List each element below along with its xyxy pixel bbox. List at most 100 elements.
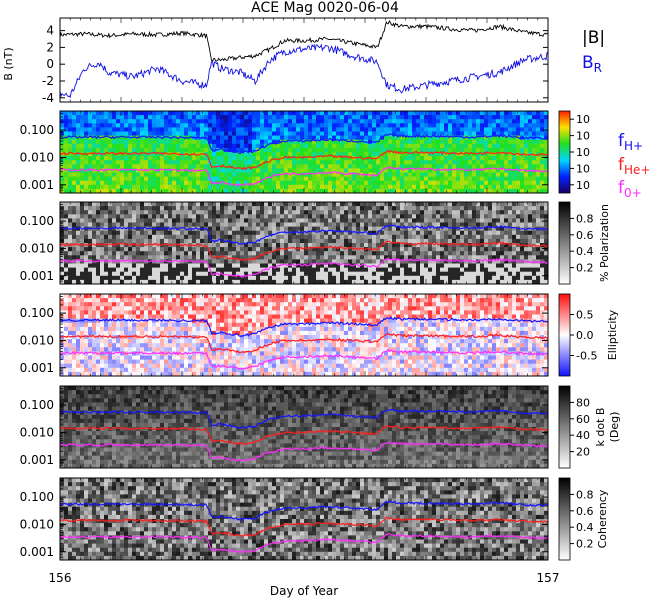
spectrogram-cell [480,180,485,186]
spectrogram-cell [344,135,349,141]
spectrogram-cell [544,238,549,244]
spectrogram-cell [404,251,409,256]
spectrogram-cell [484,160,489,165]
spectrogram-cell [400,188,405,194]
spectrogram-cell [268,127,273,132]
spectrogram-cell [232,247,237,252]
spectrogram-cell [248,131,253,136]
spectrogram-cell [292,115,297,120]
spectrogram-cell [228,263,233,268]
spectrogram-cell [220,247,225,252]
spectrogram-cell [456,147,461,153]
spectrogram-cell [328,188,333,194]
spectrogram-cell [332,172,337,177]
spectrogram-cell [172,279,177,285]
spectrogram-cell [184,119,189,124]
spectrogram-cell [216,234,221,240]
spectrogram-cell [60,214,65,219]
spectrogram-cell [408,160,413,165]
spectrogram-cell [416,160,421,165]
spectrogram-cell [284,210,289,215]
spectrogram-cell [72,164,77,169]
spectrogram-cell [168,255,173,260]
spectrogram-cell [328,152,333,157]
spectrogram-cell [152,131,157,136]
spectrogram-cell [388,255,393,260]
spectrogram-cell [544,222,549,227]
spectrogram-cell [72,255,77,260]
spectrogram-cell [360,243,365,248]
spectrogram-cell [100,180,105,186]
spectrogram-cell [260,139,265,145]
spectrogram-cell [468,255,473,260]
spectrogram-cell [516,160,521,165]
spectrogram-cell [412,267,417,273]
spectrogram-cell [212,218,217,223]
spectrogram-cell [156,251,161,256]
spectrogram-cell [476,168,481,173]
spectrogram-cell [104,188,109,194]
spectrogram-cell [88,180,93,186]
spectrogram-cell [168,275,173,281]
spectrogram-cell [396,202,401,207]
spectrogram-cell [236,176,241,182]
spectrogram-cell [108,202,113,207]
spectrogram-cell [148,279,153,285]
spectrogram-cell [136,156,141,161]
spectrogram-cell [324,226,329,232]
spectrogram-cell [300,202,305,207]
spectrogram-cell [268,176,273,182]
spectrogram-cell [188,115,193,120]
spectrogram-cell [420,202,425,207]
spectrogram-cell [216,111,221,116]
spectrogram-cell [296,127,301,132]
spectrogram-cell [84,247,89,252]
spectrogram-cell [408,139,413,145]
spectrogram-cell [292,135,297,141]
spectrogram-cell [368,123,373,128]
spectrogram-cell [444,206,449,211]
spectrogram-cell [332,251,337,256]
spectrogram-cell [304,135,309,141]
spectrogram-cell [400,180,405,186]
spectrogram-cell [528,160,533,165]
spectrogram-cell [324,255,329,260]
spectrogram-cell [388,275,393,281]
spectrogram-cell [280,210,285,215]
spectrogram-cell [412,115,417,120]
spectrogram-cell [140,176,145,182]
spectrogram-cell [156,123,161,128]
spectrogram-cell [316,202,321,207]
spectrogram-cell [152,222,157,227]
spectrogram-cell [340,222,345,227]
spectrogram-cell [268,156,273,161]
spectrogram-cell [292,255,297,260]
spectrogram-cell [332,247,337,252]
spectrogram-cell [64,168,69,173]
spectrogram-cell [184,184,189,190]
spectrogram-cell [396,152,401,157]
spectrogram-cell [320,218,325,223]
spectrogram-cell [228,214,233,219]
spectrogram-cell [88,160,93,165]
spectrogram-cell [288,168,293,173]
spectrogram-cell [120,279,125,285]
spectrogram-cell [332,271,337,277]
spectrogram-cell [432,135,437,141]
spectrogram-cell [476,210,481,215]
spectrogram-cell [472,251,477,256]
spectrogram-cell [536,143,541,149]
spectrogram-cell [280,188,285,194]
spectrogram-cell [336,255,341,260]
spectrogram-cell [484,115,489,120]
spectrogram-cell [256,143,261,149]
spectrogram-cell [396,176,401,182]
spectrogram-cell [416,206,421,211]
spectrogram-cell [100,238,105,244]
spectrogram-cell [504,115,509,120]
spectrogram-cell [232,135,237,141]
spectrogram-cell [144,123,149,128]
spectrogram-cell [232,160,237,165]
spectrogram-cell [360,255,365,260]
spectrogram-cell [420,156,425,161]
